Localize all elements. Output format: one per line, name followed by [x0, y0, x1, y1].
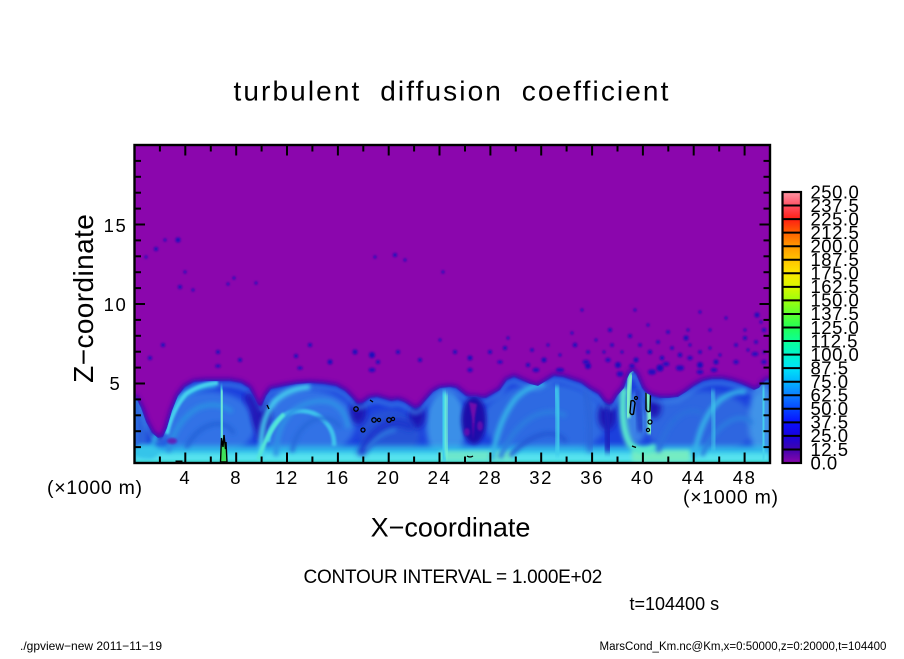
svg-text:12.5: 12.5	[811, 439, 849, 460]
svg-text:200.0: 200.0	[811, 236, 860, 257]
svg-text:250.0: 250.0	[811, 181, 860, 202]
svg-text:40: 40	[631, 467, 655, 488]
svg-text:32: 32	[529, 467, 553, 488]
svg-text:100.0: 100.0	[811, 344, 860, 365]
svg-text:20: 20	[377, 467, 401, 488]
svg-text:0.0: 0.0	[811, 452, 838, 473]
svg-text:44: 44	[682, 467, 706, 488]
svg-text:12: 12	[275, 467, 299, 488]
svg-text:212.5: 212.5	[811, 222, 860, 243]
svg-text:225.0: 225.0	[811, 208, 860, 229]
svg-text:37.5: 37.5	[811, 412, 849, 433]
svg-text:237.5: 237.5	[811, 195, 860, 216]
svg-text:50.0: 50.0	[811, 398, 849, 419]
svg-text:187.5: 187.5	[811, 249, 860, 270]
svg-text:8: 8	[230, 467, 242, 488]
svg-text:5: 5	[110, 373, 122, 394]
svg-text:4: 4	[179, 467, 191, 488]
svg-text:25.0: 25.0	[811, 425, 849, 446]
svg-text:162.5: 162.5	[811, 276, 860, 297]
svg-text:16: 16	[326, 467, 350, 488]
svg-text:112.5: 112.5	[811, 330, 858, 351]
svg-text:./gpview−new 2011−11−19: ./gpview−new 2011−11−19	[20, 639, 162, 653]
svg-text:137.5: 137.5	[811, 303, 860, 324]
svg-text:MarsCond_Km.nc@Km,x=0:50000,z=: MarsCond_Km.nc@Km,x=0:50000,z=0:20000,t=…	[600, 641, 887, 653]
svg-text:(×1000 m): (×1000 m)	[683, 487, 779, 509]
svg-text:10: 10	[104, 294, 128, 315]
svg-text:CONTOUR INTERVAL = 1.000E+02: CONTOUR INTERVAL = 1.000E+02	[304, 567, 603, 588]
svg-text:48: 48	[733, 467, 757, 488]
svg-text:36: 36	[580, 467, 604, 488]
svg-text:125.0: 125.0	[811, 317, 860, 338]
svg-text:15: 15	[104, 215, 128, 236]
svg-text:turbulent diffusion coefficien: turbulent diffusion coefficient	[234, 76, 671, 107]
svg-text:62.5: 62.5	[811, 385, 849, 406]
svg-text:(×1000 m): (×1000 m)	[47, 477, 143, 499]
svg-text:24: 24	[428, 467, 452, 488]
svg-text:X−coordinate: X−coordinate	[371, 513, 531, 543]
svg-text:150.0: 150.0	[811, 290, 860, 311]
svg-text:28: 28	[479, 467, 503, 488]
svg-text:75.0: 75.0	[811, 371, 849, 392]
svg-text:t=104400 s: t=104400 s	[630, 594, 720, 614]
svg-text:87.5: 87.5	[811, 357, 849, 378]
svg-text:Z−coordinate: Z−coordinate	[68, 214, 99, 383]
svg-text:175.0: 175.0	[811, 263, 860, 284]
